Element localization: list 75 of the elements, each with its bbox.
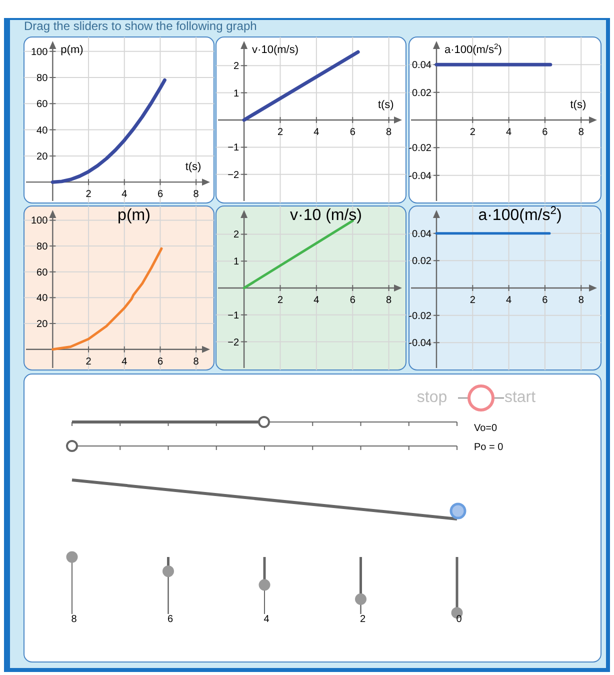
x-tick-label: 8 <box>386 127 392 138</box>
x-tick-label: 8 <box>71 614 78 625</box>
x-tick-label: 6 <box>542 127 548 138</box>
x-tick-label: 2 <box>277 127 284 138</box>
x-tick-label: 2 <box>277 295 284 306</box>
y-tick-label: 0.04 <box>412 228 432 240</box>
point <box>66 551 78 563</box>
line-series <box>51 247 163 351</box>
x-tick-label: 2 <box>470 295 476 306</box>
x-tick-label: 6 <box>542 295 548 306</box>
y-tick-label: 2 <box>233 61 240 72</box>
x-tick-label: 6 <box>157 189 164 200</box>
y-tick-label: -0.04 <box>408 170 432 182</box>
y-tick-label: 40 <box>36 125 48 136</box>
x-tick-label: 6 <box>167 614 174 625</box>
y-tick-label: 60 <box>36 267 48 278</box>
x-tick-label: 8 <box>578 127 584 138</box>
x-tick-label: 6 <box>157 356 164 368</box>
y-tick-label: 100 <box>30 46 48 58</box>
text: start <box>504 389 536 406</box>
y-tick-label: 0.02 <box>412 88 432 99</box>
x-tick-label: 4 <box>122 189 128 200</box>
y-axis-title: v·10(m/s) <box>252 44 298 56</box>
x-tick-label: 2 <box>360 614 366 625</box>
x-tick-label: 4 <box>314 295 320 306</box>
y-tick-label: -0.04 <box>408 338 432 350</box>
y-tick-label: -0.02 <box>408 310 432 322</box>
x-tick-label: 2 <box>470 127 476 138</box>
point <box>162 566 174 577</box>
y-tick-label: 80 <box>36 242 48 253</box>
y-tick-label: 1 <box>233 256 240 268</box>
y-tick-label: 20 <box>36 319 48 330</box>
point <box>355 593 366 605</box>
y-tick-label: 1 <box>233 88 240 100</box>
text: Po = 0 <box>474 442 504 453</box>
x-tick-label: 8 <box>386 295 392 306</box>
text: Vo=0 <box>474 423 498 434</box>
y-tick-label: −1 <box>228 142 240 154</box>
x-tick-label: 4 <box>314 127 320 138</box>
x-tick-label: 2 <box>86 189 92 200</box>
y-tick-label: -0.02 <box>408 143 432 154</box>
point <box>258 579 270 591</box>
y-tick-label: −2 <box>228 337 240 348</box>
y-axis-title: p(m) <box>60 44 84 56</box>
x-tick-label: 4 <box>264 614 270 625</box>
x-tick-label: 0 <box>456 614 462 625</box>
y-tick-label: 40 <box>36 293 48 304</box>
x-tick-label: 6 <box>350 295 356 306</box>
y-tick-label: 80 <box>36 73 48 84</box>
x-tick-label: 8 <box>193 189 200 200</box>
x-axis-title: t(s) <box>378 99 394 111</box>
y-tick-label: 20 <box>36 151 48 162</box>
x-tick-label: 6 <box>350 127 356 138</box>
y-tick-label: −1 <box>228 310 240 322</box>
x-tick-label: 8 <box>193 356 200 368</box>
x-axis-title: t(s) <box>570 99 586 111</box>
x-tick-label: 4 <box>506 127 512 138</box>
y-axis-title: a·100(m/s$^{2}$) <box>444 42 502 56</box>
x-tick-label: 4 <box>506 295 512 306</box>
chart-title: Drag the sliders to show the following graph <box>24 19 257 33</box>
y-tick-label: 100 <box>30 216 48 227</box>
line-series <box>50 78 166 184</box>
x-tick-label: 8 <box>578 295 584 306</box>
chart-title: a·100(m/s$^{2}$) <box>478 205 562 224</box>
y-tick-label: −2 <box>228 170 240 181</box>
x-axis-title: t(s) <box>185 161 202 174</box>
text: stop <box>416 389 448 406</box>
chart-title: v·10 (m/s) <box>290 207 362 224</box>
y-tick-label: 2 <box>233 230 240 241</box>
chart-title: p(m) <box>118 207 150 224</box>
y-tick-label: 0.04 <box>412 60 432 72</box>
x-tick-label: 2 <box>86 356 92 368</box>
x-tick-label: 4 <box>122 356 128 368</box>
y-tick-label: 0.02 <box>412 256 432 268</box>
y-tick-label: 60 <box>36 99 48 110</box>
